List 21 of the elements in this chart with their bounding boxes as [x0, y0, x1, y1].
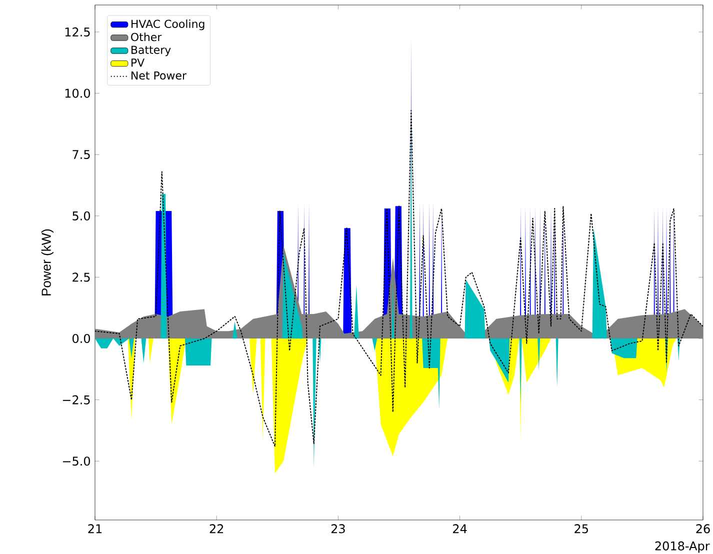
y-axis-title: Power (kW)	[41, 229, 54, 296]
x-tick-label: 24	[453, 524, 467, 534]
legend-label: HVAC Cooling	[132, 19, 204, 30]
x-tick-label: 23	[331, 524, 345, 534]
x-tick-label: 22	[210, 524, 224, 534]
y-tick-label: −2.5	[62, 395, 90, 404]
y-tick-label: 12.5	[65, 27, 90, 37]
y-tick-label: 0.0	[72, 334, 90, 344]
text: 2018-Apr	[655, 541, 710, 553]
x-tick-label: 25	[574, 524, 588, 534]
y-tick-label: 7.5	[72, 150, 90, 160]
y-tick-label: 5.0	[72, 211, 90, 220]
legend-label: Battery	[132, 46, 171, 56]
y-tick-label: −5.0	[62, 456, 90, 466]
y-tick-label: 10.0	[65, 88, 90, 98]
y-tick-label: 2.5	[72, 272, 90, 282]
x-tick-label: 26	[696, 524, 710, 534]
legend-label: PV	[132, 58, 145, 67]
legend-label: Other	[131, 32, 162, 42]
legend-label: Net Power	[132, 71, 186, 80]
x-tick-label: 21	[88, 524, 102, 534]
